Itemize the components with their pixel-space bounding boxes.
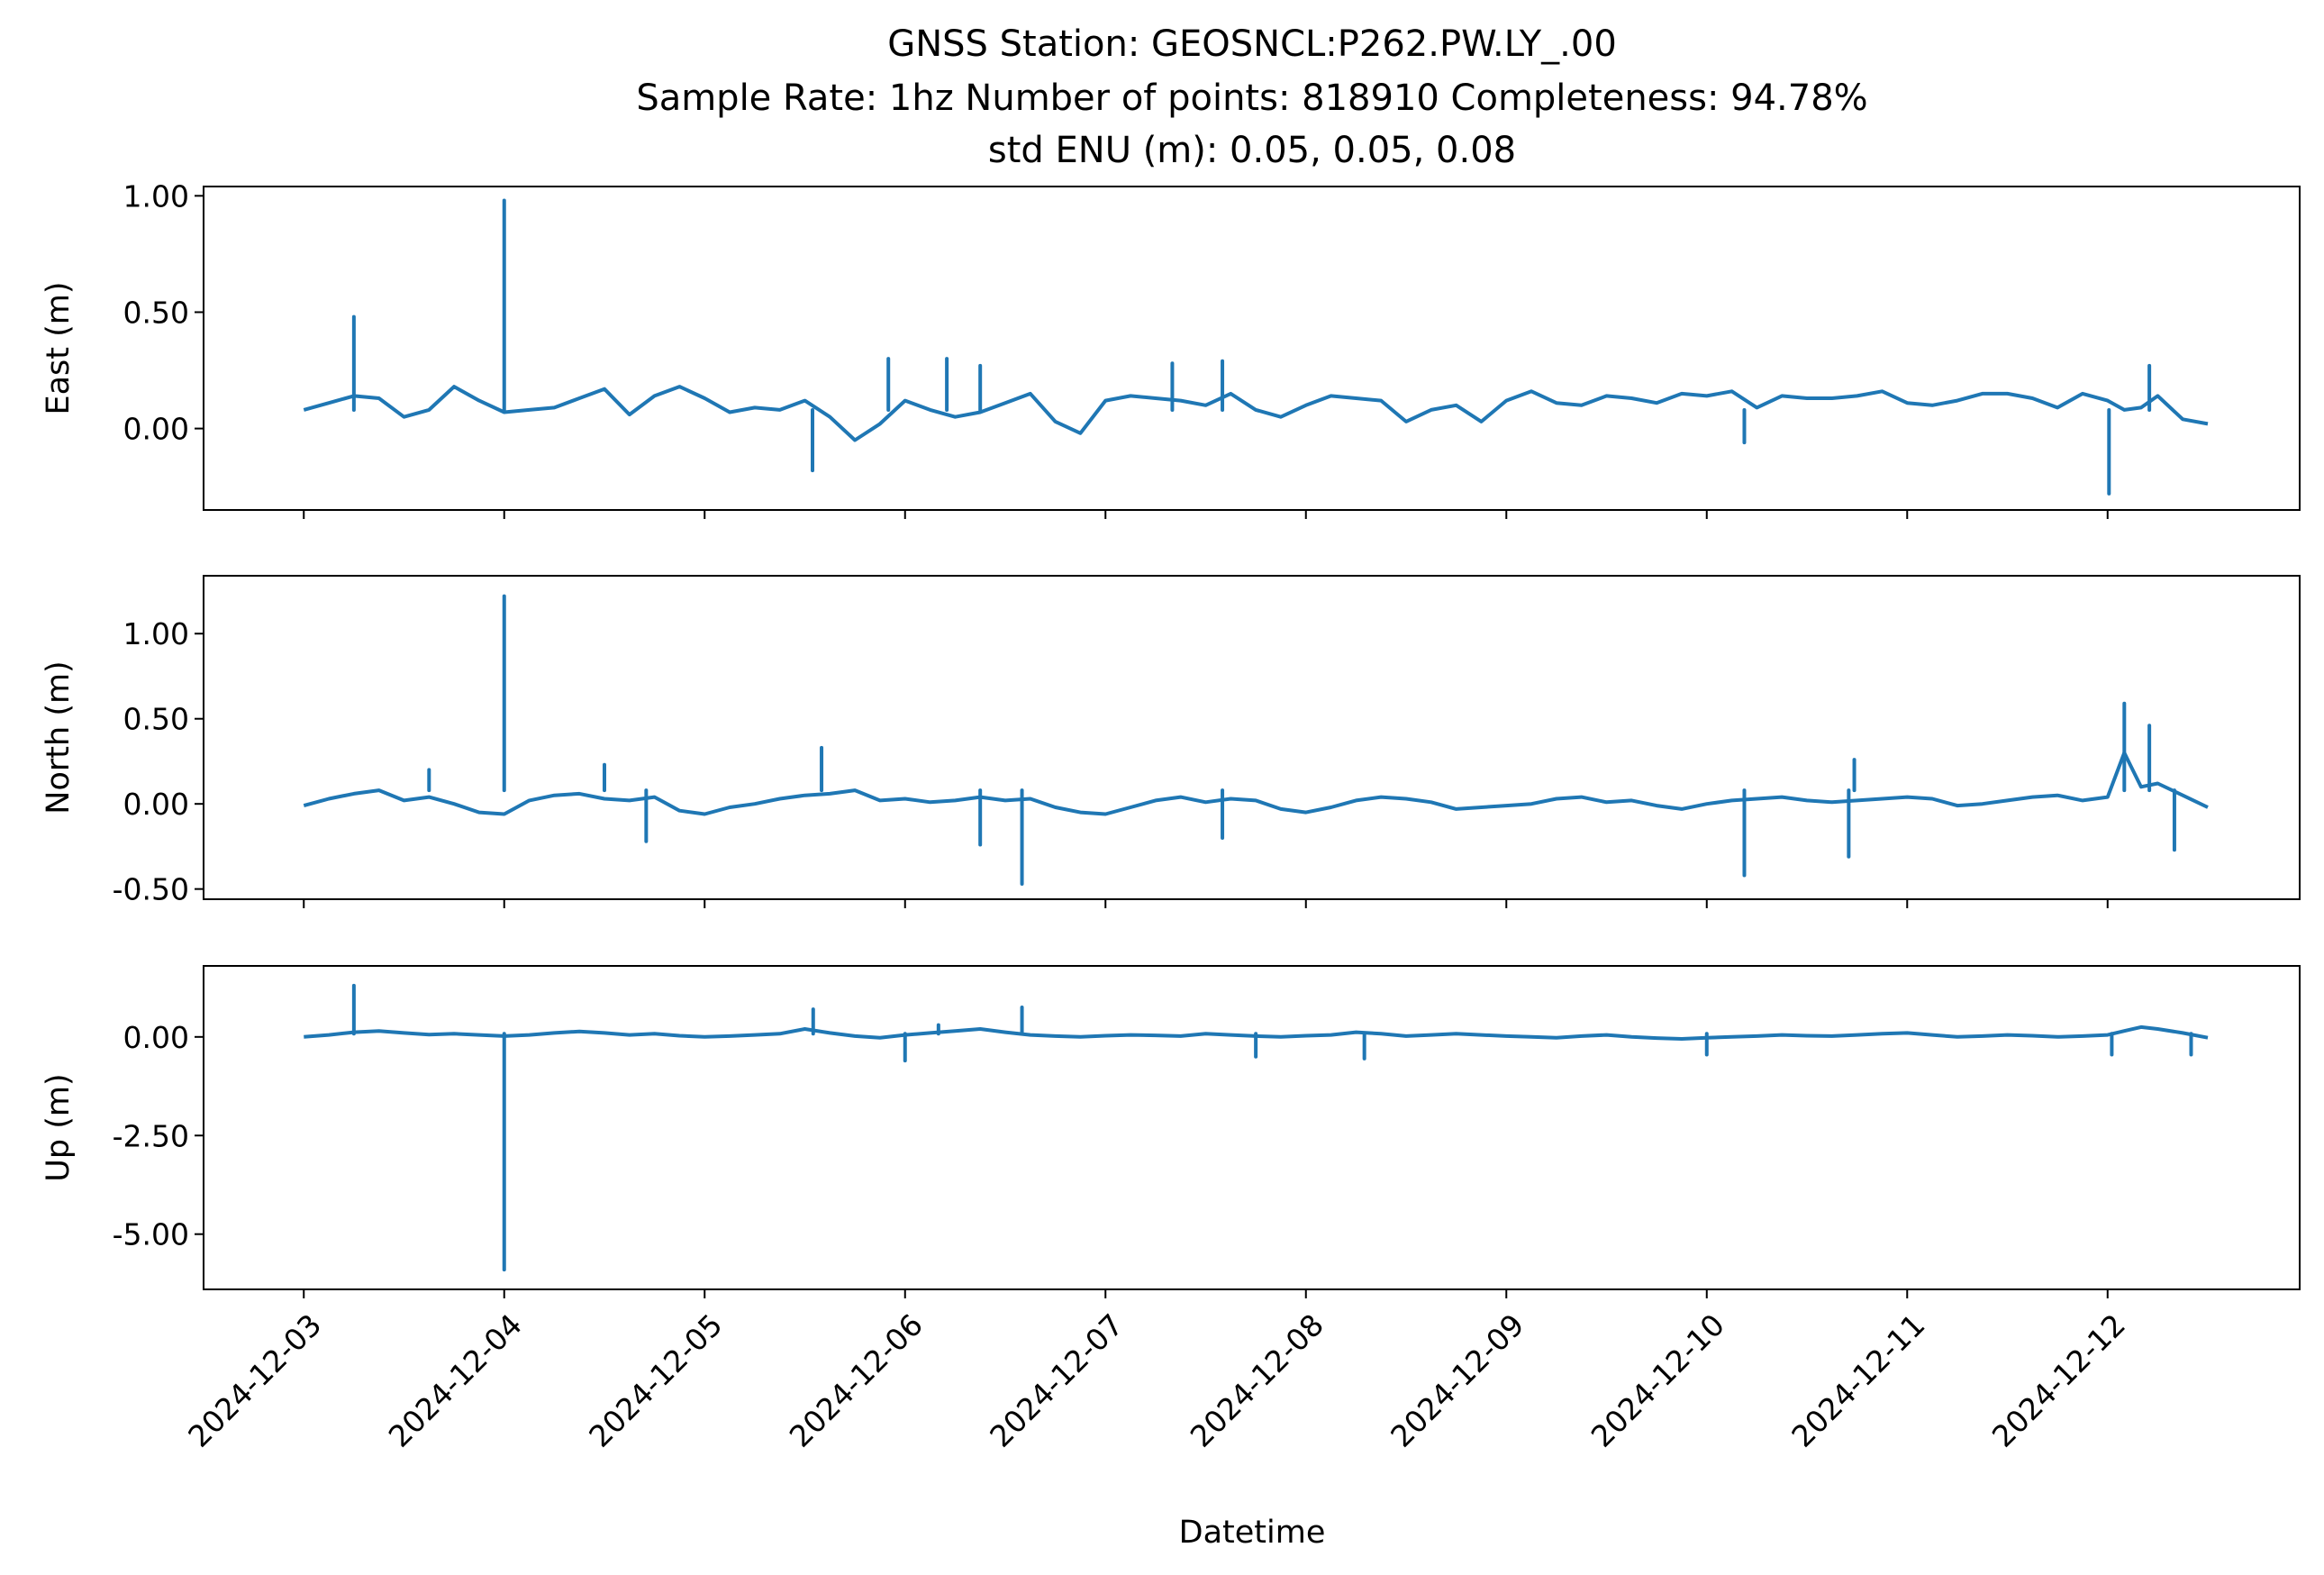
y-tick-label: 0.50	[123, 295, 189, 330]
y-tick-label: -2.50	[113, 1118, 189, 1153]
title-line-1: GNSS Station: GEOSNCL:P262.PW.LY_.00	[887, 23, 1617, 65]
y-tick-label: 0.00	[123, 1020, 189, 1055]
y-tick-label: -0.50	[113, 872, 189, 907]
y-axis-label: Up (m)	[41, 1073, 77, 1181]
y-tick-label: 0.50	[123, 702, 189, 737]
plot-frame	[203, 186, 2301, 511]
y-axis-label: North (m)	[41, 660, 77, 814]
plot-frame	[203, 575, 2301, 900]
plot-frame	[203, 965, 2301, 1290]
y-tick-label: 0.00	[123, 787, 189, 822]
north-panel: -0.50 0.00 0.50 1.00 North (m)	[41, 575, 2301, 908]
y-axis-label: East (m)	[41, 281, 77, 414]
x-axis-label: Datetime	[1179, 1515, 1326, 1551]
series-line	[304, 1024, 2209, 1041]
series-line	[303, 385, 2209, 442]
title-line-2: Sample Rate: 1hz Number of points: 81891…	[636, 77, 1867, 119]
y-tick-label: 1.00	[123, 616, 189, 651]
title-line-3: std ENU (m): 0.05, 0.05, 0.08	[988, 130, 1516, 171]
y-tick-label: -5.00	[113, 1217, 189, 1252]
east-panel: 0.00 0.50 1.00 East (m)	[41, 178, 2301, 519]
series-line	[303, 751, 2209, 816]
y-tick-label: 1.00	[123, 178, 189, 214]
y-tick-label: 0.00	[123, 412, 189, 447]
